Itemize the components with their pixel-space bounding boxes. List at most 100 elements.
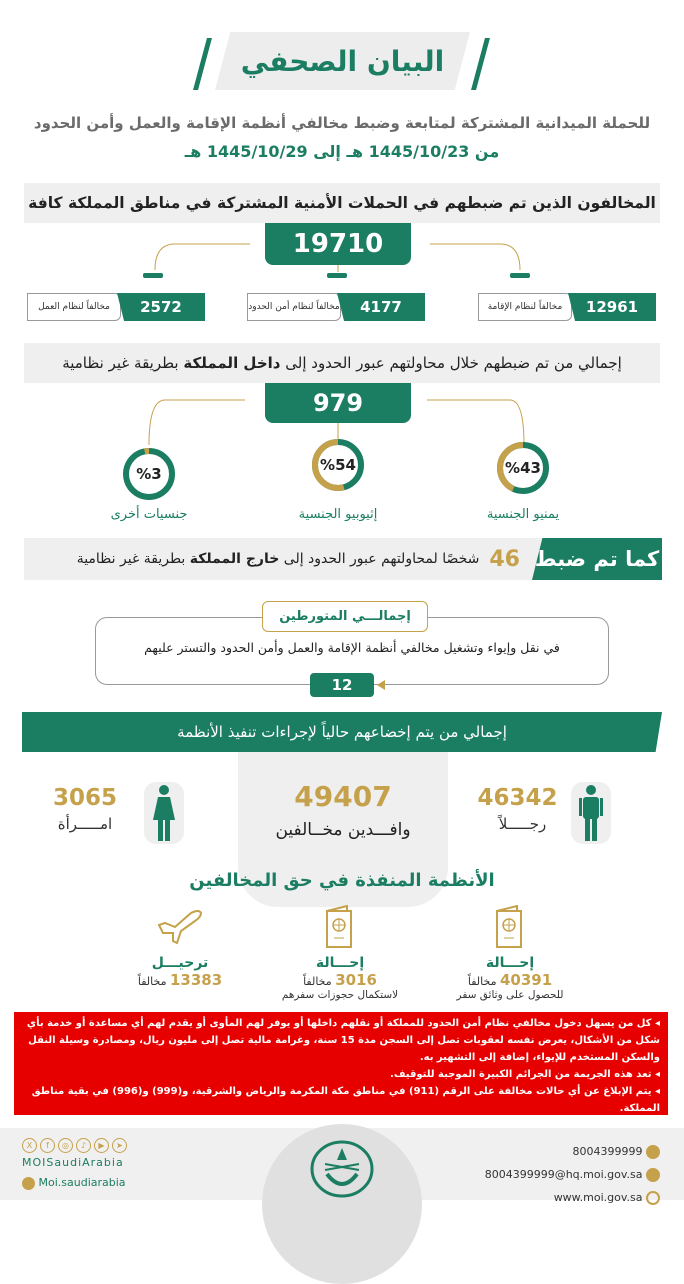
snapchat-handle[interactable]: Moi.saudiarabia [38, 1176, 126, 1189]
measure-unit: مخالفاً [303, 975, 332, 988]
men-label: رجـــــلاً [498, 815, 547, 833]
total-card [238, 752, 448, 907]
warning-item: ◂ تعد هذه الجريمة من الجرائم الكبيرة الم… [390, 1069, 660, 1080]
donut-percent: %3 [136, 465, 162, 483]
social-handle[interactable]: MOISaudiArabia [22, 1156, 124, 1169]
x-icon[interactable]: X [22, 1138, 37, 1153]
measure-title: ترحيـــل [151, 955, 209, 971]
measure-count: 3016 مخالفاً [265, 971, 415, 989]
donut-yemeni: %43 [495, 440, 551, 496]
measure-value: 3016 [335, 971, 377, 989]
section3-tag: كما تم ضبط [532, 538, 662, 580]
warning-item: ◂ كل من يسهل دخول مخالفي نظام أمن الحدود… [26, 1018, 660, 1063]
warning-box: ◂ كل من يسهل دخول مخالفي نظام أمن الحدود… [14, 1012, 668, 1115]
measure-unit: مخالفاً [137, 975, 167, 988]
t: بطريقة غير نظامية [76, 551, 186, 567]
measure-item: ترحيـــل 13383 مخالفاً [105, 905, 255, 989]
facebook-icon[interactable]: f [40, 1138, 55, 1153]
stat-value: 2572 [117, 293, 205, 321]
donut-other: %3 [121, 446, 177, 502]
man-icon [579, 785, 603, 841]
page-title: البيان الصحفي [240, 44, 445, 78]
woman-icon [153, 785, 175, 841]
website-link[interactable]: www.moi.gov.sa [553, 1191, 643, 1204]
measure-count: 13383 مخالفاً [105, 971, 255, 989]
stat-border: 4177 مخالفاً لنظام أمن الحدود [247, 293, 425, 321]
men-count: 46342 [477, 785, 558, 811]
measure-note: لاستكمال حجوزات سفرهم [281, 989, 399, 1001]
stat-label: مخالفاً لنظام الإقامة [478, 293, 572, 321]
section4-title: إجمالي من يتم إخضاعهم حالياً لإجراءات تن… [22, 712, 662, 752]
warning-text: تعد هذه الجريمة من الجرائم الكبيرة الموج… [390, 1069, 652, 1080]
donut-percent: %43 [505, 459, 541, 477]
telegram-icon[interactable]: ➤ [112, 1138, 127, 1153]
involved-text: في نقل وإيواء وتشغيل مخالفي أنظمة الإقام… [144, 640, 560, 655]
measure-title: إحـــالة [315, 955, 365, 971]
footer-contacts: 8004399999 8004399999@hq.moi.gov.sa www.… [470, 1140, 660, 1209]
date-range: من 1445/10/23 هـ إلى 1445/10/29 هـ [184, 142, 500, 161]
donut-ring [123, 448, 175, 500]
warning-text: يتم الإبلاغ عن أي حالات مخالفة على الرقم… [31, 1086, 660, 1114]
passport-icon [265, 904, 415, 951]
section1-title: المخالفون الذين تم ضبطهم في الحملات الأم… [24, 183, 660, 223]
donut-fill [123, 448, 175, 500]
section2-title: إجمالي من تم ضبطهم خلال محاولتهم عبور ال… [24, 343, 660, 383]
t-bold: داخل المملكة [183, 354, 281, 372]
phone-link[interactable]: 8004399999 [572, 1145, 643, 1158]
email-link[interactable]: 8004399999@hq.moi.gov.sa [484, 1168, 643, 1181]
stat-value: 12961 [568, 293, 656, 321]
slash-decoration [471, 38, 490, 90]
nat-label: جنسيات أخرى [110, 507, 188, 522]
title-banner: البيان الصحفي [215, 32, 470, 90]
section1-title-text: المخالفون الذين تم ضبطهم في الحملات الأم… [28, 194, 656, 212]
slash-decoration [193, 38, 212, 90]
measure-item: إحـــالة 40391 مخالفاً للحصول على وثائق سف… [435, 904, 585, 1001]
subtitle: للحملة الميدانية المشتركة لمتابعة وضبط م… [33, 114, 651, 132]
youtube-icon[interactable]: ▶ [94, 1138, 109, 1153]
measure-value: 13383 [169, 971, 223, 989]
tiktok-icon[interactable]: ♪ [76, 1138, 91, 1153]
email-icon [646, 1168, 660, 1182]
t-bold: خارج المملكة [189, 551, 280, 567]
donut-ring [497, 442, 549, 494]
connectors [143, 243, 530, 278]
section5-title: الأنظمة المنفذة في حق المخالفين [189, 870, 495, 891]
total-enforcement: 49407 [294, 780, 392, 813]
arrow-icon [377, 680, 385, 690]
involved-count: 12 [310, 673, 374, 697]
tag-text: كما تم ضبط [534, 547, 660, 571]
measure-count: 40391 مخالفاً [435, 971, 585, 989]
involved-label: إجمالـــي المتورطين [262, 601, 428, 632]
donut-fill [497, 442, 549, 494]
women-label: امـــــرأة [57, 815, 113, 833]
outbound-count: 46 [489, 546, 520, 572]
total-label: وافـــدين مخــالفين [275, 820, 411, 840]
moi-emblem-logo [310, 1140, 374, 1198]
t: بطريقة غير نظامية [62, 354, 179, 372]
passport-icon [435, 904, 585, 951]
instagram-icon[interactable]: ◎ [58, 1138, 73, 1153]
title-text: إجمالي من يتم إخضاعهم حالياً لإجراءات تن… [177, 723, 507, 741]
warning-item: ◂ يتم الإبلاغ عن أي حالات مخالفة على الر… [31, 1086, 660, 1114]
stat-label: مخالفاً لنظام أمن الحدود [247, 293, 341, 321]
donut-fill [312, 439, 364, 491]
women-count: 3065 [52, 785, 117, 811]
t: شخصًا لمحاولتهم عبور الحدود إلى [283, 551, 480, 567]
snapchat-icon [22, 1176, 35, 1190]
measure-value: 40391 [499, 971, 553, 989]
label-text: إجمالـــي المتورطين [279, 609, 411, 624]
phone-icon [646, 1145, 660, 1159]
stat-value: 4177 [337, 293, 425, 321]
border-entry-total: 979 [265, 383, 411, 423]
donut-ring [312, 439, 364, 491]
donut-ethiopian: %54 [310, 437, 366, 493]
measure-unit: مخالفاً [467, 975, 497, 988]
total-violators: 19710 [265, 223, 411, 265]
airplane-icon [105, 905, 255, 951]
stat-labor: 2572 مخالفاً لنظام العمل [27, 293, 205, 321]
measure-title: إحـــالة [485, 955, 535, 971]
globe-icon [646, 1191, 660, 1205]
measure-note: للحصول على وثائق سفر [456, 989, 564, 1001]
